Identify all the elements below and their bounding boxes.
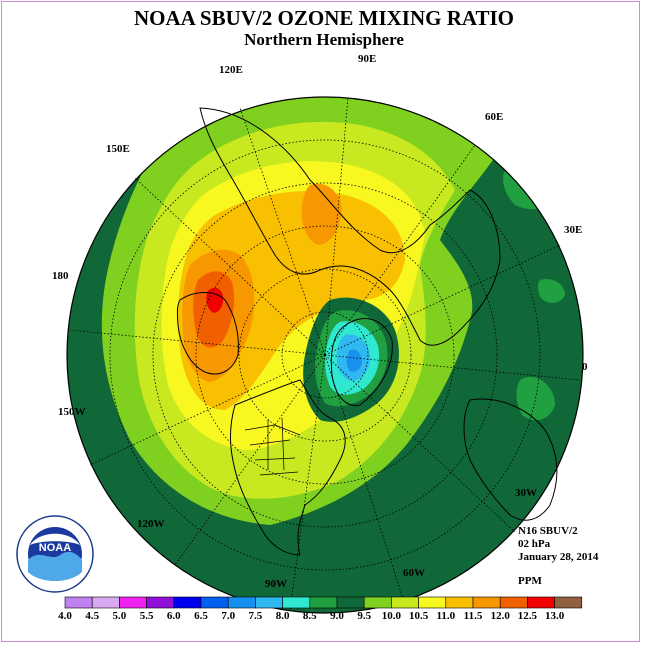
patch-8-5-east2 — [537, 278, 565, 303]
colorbar-swatch — [363, 596, 392, 609]
pressure-level-label: 02 hPa — [518, 538, 551, 550]
figure-frame — [1, 1, 640, 642]
lon-label-180: 180 — [52, 270, 69, 282]
coast-alaska — [176, 292, 239, 375]
colorbar-swatch — [309, 596, 338, 609]
lon-label-90w: 90W — [265, 578, 287, 590]
colorbar-swatch — [499, 596, 528, 609]
colorbar-swatch — [445, 596, 474, 609]
colorbar-tick-label: 13.0 — [545, 610, 565, 622]
colorbar-swatch — [119, 596, 147, 609]
colorbar-tick-label: 5.5 — [140, 610, 154, 622]
unit-label: PPM — [518, 575, 542, 587]
contour-11-5b — [301, 183, 342, 245]
contour-12-5 — [206, 287, 224, 313]
hemisphere-outline — [66, 96, 584, 614]
lon-label-30e: 30E — [564, 224, 582, 236]
colorbar-swatch — [91, 596, 120, 609]
lon-label-120e: 120E — [219, 64, 243, 76]
colorbar-swatch — [527, 596, 555, 609]
colorbar-tick-label: 11.5 — [464, 610, 483, 622]
meridian-lines — [69, 97, 581, 611]
colorbar-tick-label: 9.0 — [330, 610, 344, 622]
colorbar-tick-label: 10.0 — [382, 610, 402, 622]
colorbar: 4.0 4.5 5.0 5.5 6.0 6.5 7.0 7.5 8.0 8.5 9.0 9.5 10.0… — [58, 596, 583, 622]
coast-africa — [463, 398, 558, 521]
colorbar-swatch — [336, 596, 365, 609]
colorbar-swatch — [227, 596, 256, 609]
colorbar-swatch — [282, 596, 311, 609]
colorbar-tick-label: 7.5 — [249, 610, 263, 622]
colorbar-tick-label: 5.0 — [113, 610, 127, 622]
colorbar-swatch — [554, 596, 583, 609]
colorbar-tick-label: 8.0 — [276, 610, 290, 622]
coast-greenland — [330, 318, 393, 406]
date-label: January 28, 2014 — [518, 551, 599, 563]
colorbar-swatch — [64, 596, 93, 609]
colorbar-tick-label: 7.0 — [221, 610, 235, 622]
colorbar-swatch — [255, 596, 283, 609]
colorbar-tick-label: 10.5 — [409, 610, 429, 622]
colorbar-tick-label: 6.5 — [194, 610, 208, 622]
lon-label-30w: 30W — [515, 487, 537, 499]
lon-label-0: 0 — [582, 361, 588, 373]
lon-label-120w: 120W — [137, 518, 165, 530]
colorbar-tick-label: 12.0 — [491, 610, 511, 622]
lon-label-150e: 150E — [106, 143, 130, 155]
lon-label-60w: 60W — [403, 567, 425, 579]
colorbar-swatch — [173, 596, 202, 609]
patch-8-5-east3 — [516, 376, 555, 421]
colorbar-tick-label: 12.5 — [518, 610, 538, 622]
lon-label-90e: 90E — [358, 53, 376, 65]
coastlines — [176, 107, 558, 556]
colorbar-swatch — [391, 596, 419, 609]
coast-eurasia — [199, 107, 501, 346]
colorbar-tick-label: 4.0 — [58, 610, 72, 622]
colorbar-swatch — [200, 596, 229, 609]
colorbar-tick-label: 6.0 — [167, 610, 181, 622]
noaa-logo-text: NOAA — [39, 542, 71, 554]
colorbar-tick-label: 11.0 — [436, 610, 455, 622]
colorbar-swatch — [146, 596, 175, 609]
instrument-label: N16 SBUV/2 — [518, 525, 578, 537]
coast-us-grid — [244, 417, 301, 476]
latitude-circles — [109, 139, 541, 571]
colorbar-tick-label: 8.5 — [303, 610, 317, 622]
coast-north-america — [229, 379, 346, 556]
colorbar-tick-label: 9.5 — [357, 610, 371, 622]
map-title: NOAA SBUV/2 OZONE MIXING RATIO — [134, 6, 514, 30]
colorbar-swatch — [418, 596, 447, 609]
ozone-field — [101, 97, 565, 525]
colorbar-tick-label: 4.5 — [85, 610, 99, 622]
lon-label-150w: 150W — [58, 406, 86, 418]
noaa-logo: NOAA — [16, 515, 94, 593]
colorbar-swatch — [472, 596, 501, 609]
map-subtitle: Northern Hemisphere — [244, 30, 404, 49]
lon-label-60e: 60E — [485, 111, 503, 123]
vortex-7-0 — [346, 349, 362, 372]
